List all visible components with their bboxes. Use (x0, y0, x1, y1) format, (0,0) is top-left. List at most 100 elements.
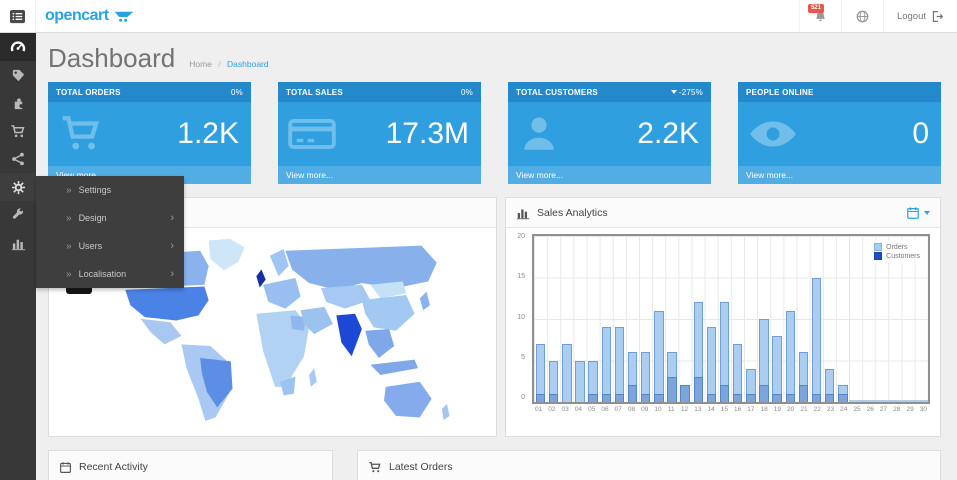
recent-activity-header: Recent Activity (49, 451, 332, 480)
tile-percent: 0% (231, 87, 243, 97)
panel-title: Sales Analytics (537, 206, 608, 219)
x-tick-label: 21 (800, 406, 808, 413)
x-tick-label: 02 (548, 406, 556, 413)
x-tick-label: 04 (574, 406, 583, 413)
breadcrumb-current-link[interactable]: Dashboard (227, 59, 269, 69)
puzzle-icon (11, 96, 26, 111)
x-tick-label: 05 (588, 406, 596, 413)
stores-button[interactable] (840, 0, 883, 32)
submenu-label: Settings (78, 185, 112, 195)
stat-tiles: TOTAL ORDERS 0% 1.2K View more... TOTAL … (48, 82, 941, 184)
sidebar-item-dashboard[interactable] (0, 33, 36, 61)
bar-slot (534, 236, 547, 402)
caret-down-icon (924, 210, 930, 215)
tile-view-more-link[interactable]: View more... (738, 166, 941, 184)
sales-analytics-chart: 0 5 10 15 20 Orders Customers (506, 228, 940, 415)
breadcrumb-home-link[interactable]: Home (189, 59, 212, 69)
tile-view-more-link[interactable]: View more... (278, 166, 481, 184)
bar-slot (679, 236, 692, 402)
x-tick-label: 30 (919, 406, 927, 413)
breadcrumb: Home / Dashboard (189, 59, 268, 69)
notifications-button[interactable]: 521 (798, 0, 841, 32)
guillemet-icon: » (66, 212, 72, 224)
tile-percent: 0% (461, 87, 473, 97)
chevron-right-icon: › (170, 240, 174, 252)
x-tick-label: 29 (906, 406, 914, 413)
x-tick-label: 14 (707, 406, 715, 413)
panel-title: Recent Activity (79, 461, 148, 473)
bar-slot (862, 236, 876, 402)
x-tick-label: 11 (667, 406, 675, 413)
customers-swatch (874, 252, 883, 260)
sidebar-item-system[interactable] (0, 173, 36, 201)
sidebar-item-extensions[interactable] (0, 89, 36, 117)
bar-slot (560, 236, 573, 402)
globe-icon (855, 9, 870, 24)
x-tick-label: 18 (760, 406, 768, 413)
submenu-label: Design (78, 213, 107, 223)
date-range-button[interactable] (906, 206, 930, 220)
tile-header: TOTAL SALES 0% (278, 82, 481, 102)
eye-icon (748, 117, 798, 151)
bar-chart-icon (11, 236, 26, 251)
sidebar-item-catalog[interactable] (0, 61, 36, 89)
x-tick-label: 22 (813, 406, 821, 413)
submenu-item-users[interactable]: » Users › (36, 232, 184, 260)
tile-body: 0 (738, 102, 941, 166)
bar-slot (888, 236, 902, 402)
shopping-cart-icon (58, 113, 104, 155)
tile-body: 1.2K (48, 102, 251, 166)
x-tick-label: 12 (680, 406, 689, 413)
latest-orders-panel: Latest Orders (357, 450, 941, 480)
opencart-logo[interactable]: opencart (36, 0, 135, 32)
submenu-item-design[interactable]: » Design › (36, 204, 184, 232)
sidebar-item-sales[interactable] (0, 117, 36, 145)
main-content: Dashboard Home / Dashboard TOTAL ORDERS … (36, 33, 957, 480)
legend-label: Customers (886, 252, 920, 260)
breadcrumb-separator: / (218, 59, 221, 69)
bar-slot (836, 236, 849, 402)
bar-slot (823, 236, 836, 402)
menu-toggle-button[interactable] (0, 0, 36, 32)
bar-slot (639, 236, 652, 402)
bar-slot (915, 236, 929, 402)
tile-value: 2.2K (637, 117, 699, 150)
tile-label: TOTAL SALES (286, 87, 343, 97)
tile-header: PEOPLE ONLINE (738, 82, 941, 102)
submenu-item-settings[interactable]: » Settings (36, 176, 184, 204)
logout-label: Logout (896, 10, 926, 22)
logout-icon (931, 10, 944, 23)
x-tick-label: 16 (734, 406, 742, 413)
tile-value: 17.3M (385, 117, 469, 150)
submenu-item-localisation[interactable]: » Localisation › (36, 260, 184, 288)
chart-y-axis: 0 5 10 15 20 (510, 233, 528, 401)
bar-slot (587, 236, 600, 402)
bar-slot (849, 236, 863, 402)
y-tick-label: 10 (517, 313, 525, 321)
chevron-right-icon: › (170, 212, 174, 224)
sidebar-item-tools[interactable] (0, 201, 36, 229)
cart-icon (10, 124, 26, 139)
sales-analytics-panel: Sales Analytics 0 5 10 15 20 (505, 197, 941, 437)
sidebar-item-marketing[interactable] (0, 145, 36, 173)
share-icon (11, 152, 25, 166)
x-tick-label: 06 (601, 406, 609, 413)
tile-view-more-link[interactable]: View more... (508, 166, 711, 184)
wrench-icon (11, 208, 25, 222)
recent-activity-panel: Recent Activity (48, 450, 333, 480)
x-tick-label: 09 (641, 406, 649, 413)
x-tick-label: 27 (879, 406, 888, 413)
shopping-cart-icon (368, 461, 382, 474)
y-tick-label: 15 (517, 273, 525, 281)
guillemet-icon: » (66, 184, 72, 196)
x-tick-label: 13 (694, 406, 702, 413)
x-tick-label: 07 (614, 406, 622, 413)
x-tick-label: 19 (773, 406, 782, 413)
bar-slot (901, 236, 916, 402)
x-tick-label: 08 (627, 406, 636, 413)
logout-button[interactable]: Logout (882, 0, 957, 32)
x-tick-label: 26 (866, 406, 874, 413)
bar-slot (718, 236, 731, 402)
sidebar-item-reports[interactable] (0, 229, 36, 257)
